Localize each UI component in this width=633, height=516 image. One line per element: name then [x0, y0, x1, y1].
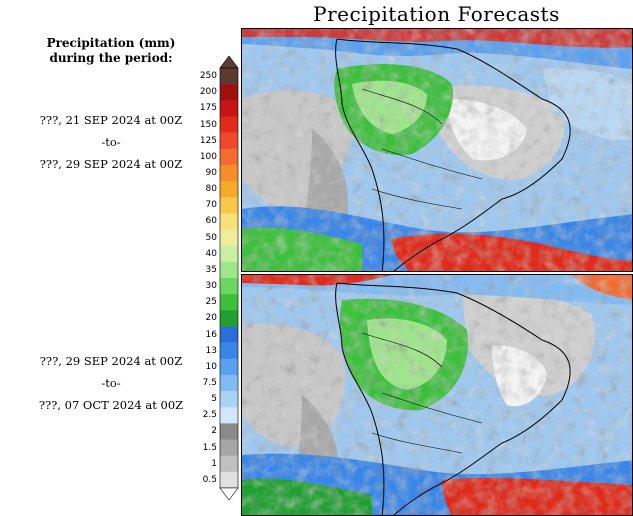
- scale-swatch: [220, 439, 238, 456]
- period-2-end: ???, 07 OCT 2024 at 00Z: [38, 398, 184, 412]
- scale-tick-label: 1: [211, 458, 217, 469]
- scale-tick-label: 200: [199, 87, 217, 98]
- scale-swatch: [220, 213, 238, 230]
- period-1-start: ???, 21 SEP 2024 at 00Z: [39, 113, 183, 127]
- period-1-separator: -to-: [101, 135, 121, 149]
- scale-swatch: [220, 471, 238, 489]
- scale-tick-label: 20: [205, 313, 217, 324]
- scale-tick-label: 35: [205, 264, 217, 275]
- scale-tick-label: 80: [205, 184, 217, 195]
- scale-tick-label: 250: [199, 71, 217, 82]
- scale-swatch: [220, 84, 238, 101]
- scale-swatch: [220, 310, 238, 327]
- scale-tick-label: 150: [199, 119, 217, 130]
- scale-tick-label: 2: [211, 426, 217, 437]
- scale-tick-label: 40: [205, 248, 217, 259]
- page-title: Precipitation Forecasts: [313, 2, 560, 26]
- south-america-coastline: [335, 282, 571, 515]
- scale-swatch: [220, 116, 238, 133]
- period-2-start: ???, 29 SEP 2024 at 00Z: [39, 354, 183, 368]
- scale-tick-label: 1.5: [202, 442, 217, 453]
- scale-swatch: [220, 326, 238, 343]
- period-2-labels: ???, 29 SEP 2024 at 00Z -to- ???, 07 OCT…: [0, 354, 222, 413]
- scale-tick-label: 30: [205, 281, 217, 292]
- forecast-map-period-2: [241, 274, 633, 516]
- scale-swatch: [220, 391, 238, 408]
- scale-swatch: [220, 261, 238, 279]
- scale-swatch: [220, 132, 238, 150]
- scale-swatch: [220, 245, 238, 263]
- scale-swatch: [220, 197, 238, 214]
- color-scale-svg: [219, 55, 239, 501]
- scale-tick-label: 70: [205, 200, 217, 211]
- country-borders: [361, 88, 483, 210]
- scale-swatch: [220, 278, 238, 295]
- forecast-map-2-svg: [242, 275, 632, 515]
- scale-swatch: [220, 100, 238, 117]
- scale-swatch: [220, 407, 238, 424]
- scale-tick-label: 2.5: [202, 410, 217, 421]
- period-1-labels: ???, 21 SEP 2024 at 00Z -to- ???, 29 SEP…: [0, 113, 222, 172]
- legend-heading-line1: Precipitation (mm): [46, 36, 176, 50]
- scale-swatch: [220, 229, 238, 246]
- scale-arrow-bottom: [219, 487, 239, 501]
- scale-swatch: [220, 68, 238, 85]
- scale-tick-label: 175: [199, 103, 217, 114]
- noise-texture: [242, 275, 632, 515]
- scale-swatch: [220, 374, 238, 392]
- scale-tick-label: 5: [211, 394, 217, 405]
- scale-tick-label: 7.5: [202, 378, 217, 388]
- scale-swatch: [220, 358, 238, 376]
- south-america-coastline: [335, 38, 571, 271]
- forecast-map-1-svg: [242, 29, 632, 271]
- scale-tick-label: 90: [205, 168, 217, 178]
- scale-swatch: [220, 423, 238, 440]
- scale-swatch: [220, 164, 238, 182]
- legend-heading-line2: during the period:: [49, 51, 173, 65]
- scale-tick-label: 50: [205, 232, 217, 243]
- scale-swatch: [220, 455, 238, 473]
- scale-arrow-top: [219, 55, 239, 69]
- scale-tick-label: 125: [199, 135, 217, 146]
- scale-tick-label: 25: [205, 297, 217, 308]
- scale-tick-label: 16: [205, 329, 217, 340]
- precipitation-color-scale: [218, 55, 240, 501]
- forecast-map-period-1: [241, 28, 633, 272]
- noise-texture: [242, 29, 632, 271]
- scale-tick-label: 13: [205, 345, 217, 356]
- scale-tick-label: 60: [205, 216, 217, 227]
- scale-tick-label: 100: [199, 151, 217, 162]
- scale-tick-label: 0.5: [202, 474, 217, 485]
- scale-swatch: [220, 294, 238, 311]
- legend-heading: Precipitation (mm) during the period:: [0, 36, 222, 66]
- country-borders: [361, 332, 483, 454]
- scale-swatch: [220, 181, 238, 198]
- scale-swatch: [220, 342, 238, 360]
- scale-swatch: [220, 148, 238, 166]
- scale-tick-label: 10: [205, 361, 217, 372]
- period-1-end: ???, 29 SEP 2024 at 00Z: [39, 157, 183, 171]
- period-2-separator: -to-: [101, 376, 121, 390]
